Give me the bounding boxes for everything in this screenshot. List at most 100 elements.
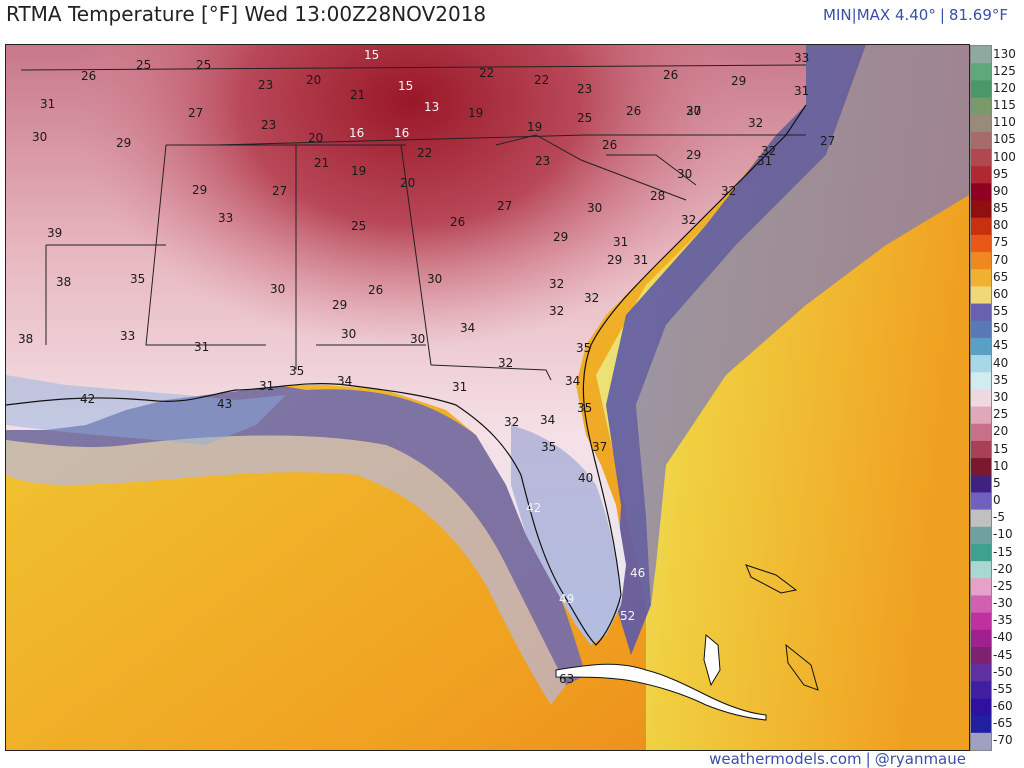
footer-credits: weathermodels.com | @ryanmaue <box>709 750 966 768</box>
colorbar-swatch <box>971 526 991 545</box>
bahamas-outline-2 <box>785 643 819 691</box>
colorbar-swatch <box>971 698 991 717</box>
station-temperature: 26 <box>81 69 96 83</box>
temperature-map: 25 25 15 26 23 20 15 22 22 26 29 33 31 27 21 13 19 23 26 30… <box>5 44 970 751</box>
station-temperature: 38 <box>56 275 71 289</box>
colorbar-label: -10 <box>993 527 1013 542</box>
station-temperature: 16 <box>349 126 364 140</box>
colorbar-swatch <box>971 646 991 665</box>
colorbar-swatch <box>971 46 991 64</box>
colorbar-label: 65 <box>993 269 1009 284</box>
colorbar-label: 15 <box>993 441 1009 456</box>
colorbar-swatch <box>971 303 991 322</box>
station-temperature: 26 <box>368 283 383 297</box>
station-temperature: 26 <box>626 104 641 118</box>
station-temperature: 42 <box>526 501 541 515</box>
station-temperature: 31 <box>259 379 274 393</box>
station-temperature: 15 <box>398 79 413 93</box>
colorbar-swatch <box>971 732 991 751</box>
station-temperature: 23 <box>577 82 592 96</box>
colorbar-swatch <box>971 114 991 133</box>
station-temperature: 31 <box>633 253 648 267</box>
station-temperature: 26 <box>450 215 465 229</box>
colorbar-labels: 130 125 120 115 110 105 100 95 90 85 80 75 70 65 60 55 5… <box>990 45 1024 749</box>
station-temperature: 19 <box>468 106 483 120</box>
colorbar-swatch <box>971 561 991 579</box>
station-temperature: 34 <box>565 374 580 388</box>
station-temperature: 30 <box>677 167 692 181</box>
colorbar-swatch <box>971 320 991 339</box>
colorbar-swatch <box>971 149 991 167</box>
station-temperature: 23 <box>261 118 276 132</box>
colorbar-swatch <box>971 681 991 699</box>
colorbar-label: 25 <box>993 407 1009 422</box>
station-temperature: 35 <box>130 272 145 286</box>
colorbar-label: -70 <box>993 733 1013 748</box>
colorbar-swatch <box>971 423 991 442</box>
station-temperature: 27 <box>272 184 287 198</box>
station-temperature: 20 <box>308 131 323 145</box>
florida-peninsula-tint <box>511 425 621 645</box>
station-temperature: 20 <box>306 73 321 87</box>
colorbar-label: -60 <box>993 699 1013 714</box>
colorbar-label: -15 <box>993 544 1013 559</box>
colorbar-label: 50 <box>993 321 1009 336</box>
station-temperature: 32 <box>721 184 736 198</box>
station-temperature: 33 <box>218 211 233 225</box>
colorbar-swatch <box>971 166 991 184</box>
map-canvas: 25 25 15 26 23 20 15 22 22 26 29 33 31 27 21 13 19 23 26 30… <box>6 45 969 750</box>
max-value: 81.69°F <box>948 6 1008 24</box>
colorbar-swatch <box>971 509 991 528</box>
station-temperature: 31 <box>794 84 809 98</box>
station-temperature: 31 <box>40 97 55 111</box>
max-label: MAX 4.40° <box>856 6 936 24</box>
station-temperature: 52 <box>620 609 635 623</box>
station-temperature: 19 <box>527 120 542 134</box>
colorbar-swatch <box>971 234 991 253</box>
coastline <box>6 104 807 646</box>
state-borders <box>20 64 807 381</box>
colorbar-label: 5 <box>993 475 1001 490</box>
station-labels: 25 25 15 26 23 20 15 22 22 26 29 33 31 27 21 13 19 23 26 30… <box>18 48 835 686</box>
station-temperature: 43 <box>217 397 232 411</box>
colorbar-label: 10 <box>993 458 1009 473</box>
colorbar-label: 130 <box>993 46 1016 61</box>
station-temperature: 29 <box>332 298 347 312</box>
station-temperature: 26 <box>602 138 617 152</box>
station-temperature: 29 <box>686 148 701 162</box>
station-temperature: 27 <box>820 134 835 148</box>
cuba-outline <box>555 663 767 721</box>
station-temperature: 33 <box>794 51 809 65</box>
colorbar-label: -35 <box>993 613 1013 628</box>
station-temperature: 32 <box>549 304 564 318</box>
station-temperature: 32 <box>761 144 776 158</box>
station-temperature: 20 <box>400 176 415 190</box>
min-max-readout: MIN|MAX 4.40° | 81.69°F <box>823 6 1008 24</box>
station-temperature: 25 <box>577 111 592 125</box>
station-temperature: 15 <box>364 48 379 62</box>
station-temperature: 31 <box>613 235 628 249</box>
colorbar-swatch <box>971 629 991 648</box>
colorbar-label: -45 <box>993 647 1013 662</box>
colorbar-swatch <box>971 458 991 476</box>
colorbar-label: 30 <box>993 390 1009 404</box>
station-temperature: 29 <box>553 230 568 244</box>
station-temperature: 29 <box>192 183 207 197</box>
station-temperature: 22 <box>479 66 494 80</box>
station-temperature: 25 <box>196 58 211 72</box>
colorbar-label: 90 <box>993 183 1009 198</box>
colorbar-label: 80 <box>993 218 1009 233</box>
colorbar-label: 100 <box>993 149 1016 164</box>
colorbar-label: 20 <box>993 424 1009 439</box>
colorbar-swatch <box>971 217 991 236</box>
station-temperature: 30 <box>587 201 602 215</box>
footer-site: weathermodels.com <box>709 750 862 768</box>
station-temperature: 27 <box>188 106 203 120</box>
colorbar-label: 125 <box>993 63 1016 78</box>
colorbar-swatch <box>971 63 991 81</box>
station-temperature: 49 <box>559 592 574 606</box>
station-temperature: 34 <box>540 413 555 427</box>
colorbar-swatch <box>971 664 991 682</box>
map-title: RTMA Temperature [°F] Wed 13:00Z28NOV201… <box>6 2 487 26</box>
station-temperature: 23 <box>535 154 550 168</box>
